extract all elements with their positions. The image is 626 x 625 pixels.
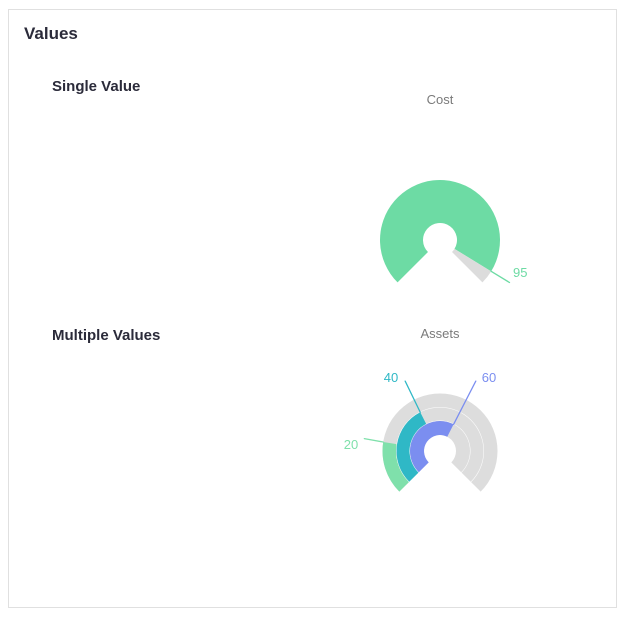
svg-text:40: 40: [384, 370, 398, 385]
svg-text:20: 20: [344, 437, 358, 452]
svg-text:60: 60: [482, 370, 496, 385]
svg-text:95: 95: [513, 265, 527, 280]
